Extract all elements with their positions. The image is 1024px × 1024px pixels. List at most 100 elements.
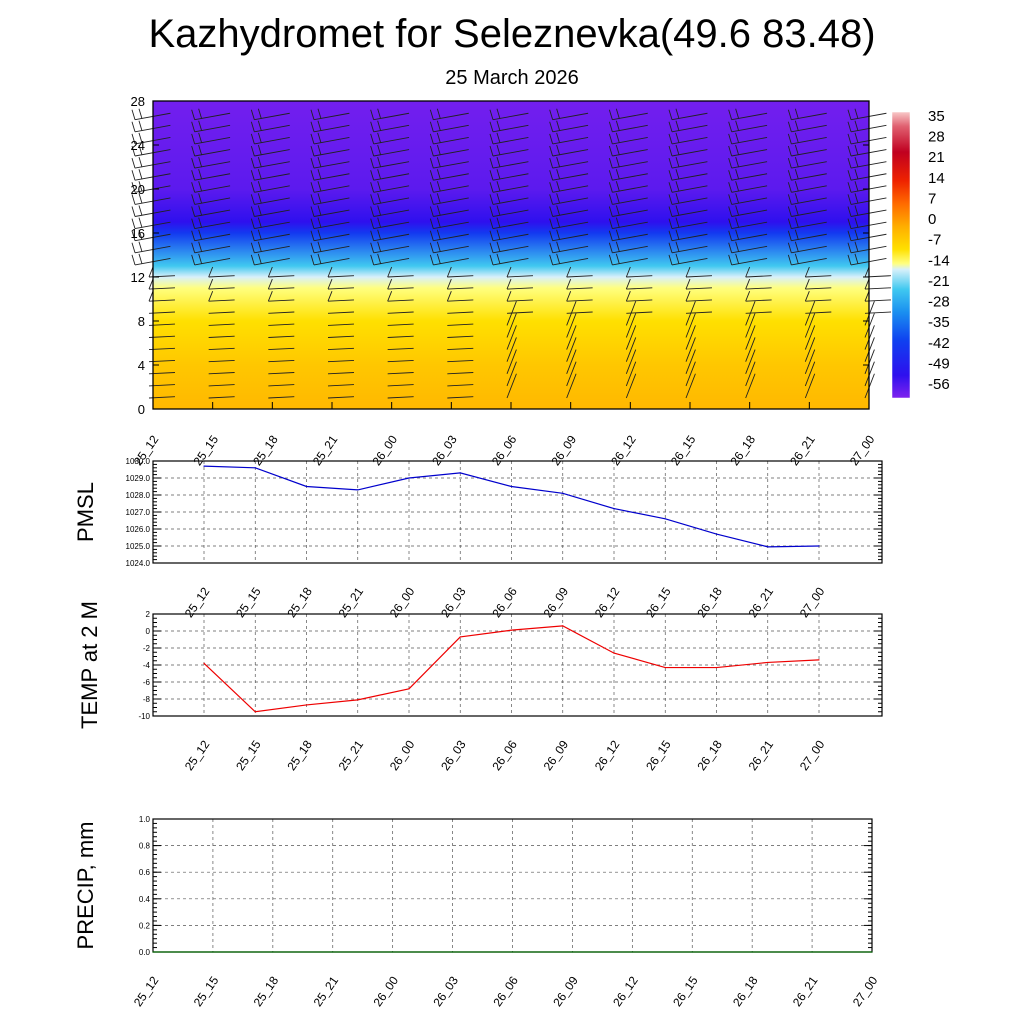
wind-barb [552, 124, 589, 133]
x-tick-label: 26_21 [746, 584, 777, 620]
data-point [767, 546, 769, 548]
wind-barb [552, 137, 589, 145]
wind-barb-flag [429, 254, 434, 266]
wind-barb-flag [198, 120, 203, 131]
wind-barb [327, 372, 354, 375]
data-point [408, 688, 410, 690]
wind-barb-flag [735, 108, 740, 119]
wind-barb-flag [496, 205, 501, 216]
wind-barb [791, 185, 827, 193]
precip-panel: 0.0 0.2 0.4 0.6 0.8 1.0 25_12 25_15 25_18 25_21 26… [73, 815, 881, 1009]
wind-barb-flag [267, 291, 273, 302]
wind-barb [805, 299, 832, 302]
wind-barb-flag [317, 108, 322, 119]
x-tick-label: 26_21 [790, 973, 821, 1009]
wind-barb-flag [257, 241, 262, 252]
wind-barb-flag [615, 253, 620, 265]
wind-barb [685, 349, 696, 374]
wind-barb-flag [429, 242, 434, 253]
y-tick-label: 1029.0 [126, 474, 151, 483]
wind-barb-flag [847, 254, 852, 266]
y-tick-label: 0.8 [139, 842, 151, 851]
wind-barb-flag [257, 120, 262, 131]
y-tick-label: 2 [146, 610, 151, 619]
x-tick-label: 25_15 [233, 737, 264, 773]
temp-panel: -10 -8 -6 -4 -2 0 2 25_12 25_15 25_18 25_21 26_00 26… [77, 601, 883, 773]
wind-barb [685, 373, 696, 399]
wind-barb [492, 149, 529, 157]
y-tick-label: 24 [131, 138, 145, 153]
wind-barb [373, 245, 410, 254]
wind-barb [194, 112, 231, 121]
wind-barb [685, 275, 712, 278]
wind-barb-flag [138, 132, 143, 144]
wind-barb-flag [138, 156, 143, 168]
wind-barb-flag [317, 144, 322, 156]
wind-barb-flag [745, 291, 751, 302]
wind-barb-flag [549, 242, 554, 253]
x-tick-label: 26_18 [730, 973, 761, 1009]
data-point [511, 951, 514, 953]
wind-barb-flag [735, 132, 740, 144]
wind-barb [566, 313, 577, 338]
x-tick-label: 25_15 [233, 584, 264, 620]
wind-barb [745, 313, 756, 338]
wind-barb [492, 112, 529, 121]
wind-barb-flag [787, 254, 792, 266]
wind-barb [447, 396, 474, 399]
wind-barb-flag [257, 229, 262, 240]
wind-barb-flag [131, 194, 136, 205]
y-tick-label: 1027.0 [126, 508, 151, 517]
wind-barb [327, 287, 354, 290]
wind-barb-flag [735, 241, 740, 252]
wind-barb-flag [728, 182, 733, 193]
wind-barb-flag [625, 291, 631, 302]
wind-barb-flag [317, 181, 322, 192]
wind-barb [506, 313, 517, 338]
wind-barb [671, 173, 708, 181]
wind-barb [805, 275, 832, 278]
wind-barb [313, 258, 350, 266]
wind-barb [327, 347, 354, 351]
wind-barb [373, 258, 410, 266]
wind-barb [552, 161, 589, 169]
wind-barb [433, 209, 469, 217]
wind-barb [804, 337, 816, 362]
x-tick-label: 26_03 [429, 432, 460, 468]
x-tick-label: 25_21 [310, 432, 341, 468]
wind-barb-flag [496, 144, 501, 156]
wind-barb-flag [854, 193, 859, 204]
wind-barb [731, 197, 768, 205]
wind-barb [373, 221, 410, 230]
colorbar-label: -28 [928, 294, 950, 311]
data-point [613, 508, 615, 510]
wind-barb [254, 137, 290, 145]
wind-barb [254, 185, 290, 193]
x-tick-label: 26_09 [549, 432, 580, 468]
x-tick-label: 26_18 [728, 432, 759, 468]
wind-barb-flag [198, 108, 203, 119]
wind-barb-flag [847, 145, 852, 157]
wind-barb [387, 335, 414, 338]
wind-barb-flag [549, 145, 554, 157]
wind-barb-flag [310, 157, 315, 169]
data-point [613, 652, 615, 654]
wind-barb-flag [310, 121, 315, 132]
wind-barb [194, 258, 231, 266]
wind-barb-flag [429, 218, 434, 229]
wind-barb-flag [436, 229, 441, 240]
wind-barb [731, 112, 768, 121]
wind-barb-flag [257, 193, 262, 204]
wind-barb-flag [745, 278, 751, 290]
wind-barb-flag [250, 182, 255, 193]
data-point [459, 472, 461, 474]
wind-barb [327, 275, 354, 278]
wind-barb-flag [556, 253, 561, 265]
wind-barb [685, 313, 696, 338]
y-tick-label: 1024.0 [126, 559, 151, 568]
wind-barb [685, 361, 696, 387]
wind-barb-flag [506, 278, 512, 290]
data-point [305, 485, 308, 488]
wind-barb-flag [864, 266, 870, 278]
wind-barb-flag [370, 230, 375, 241]
